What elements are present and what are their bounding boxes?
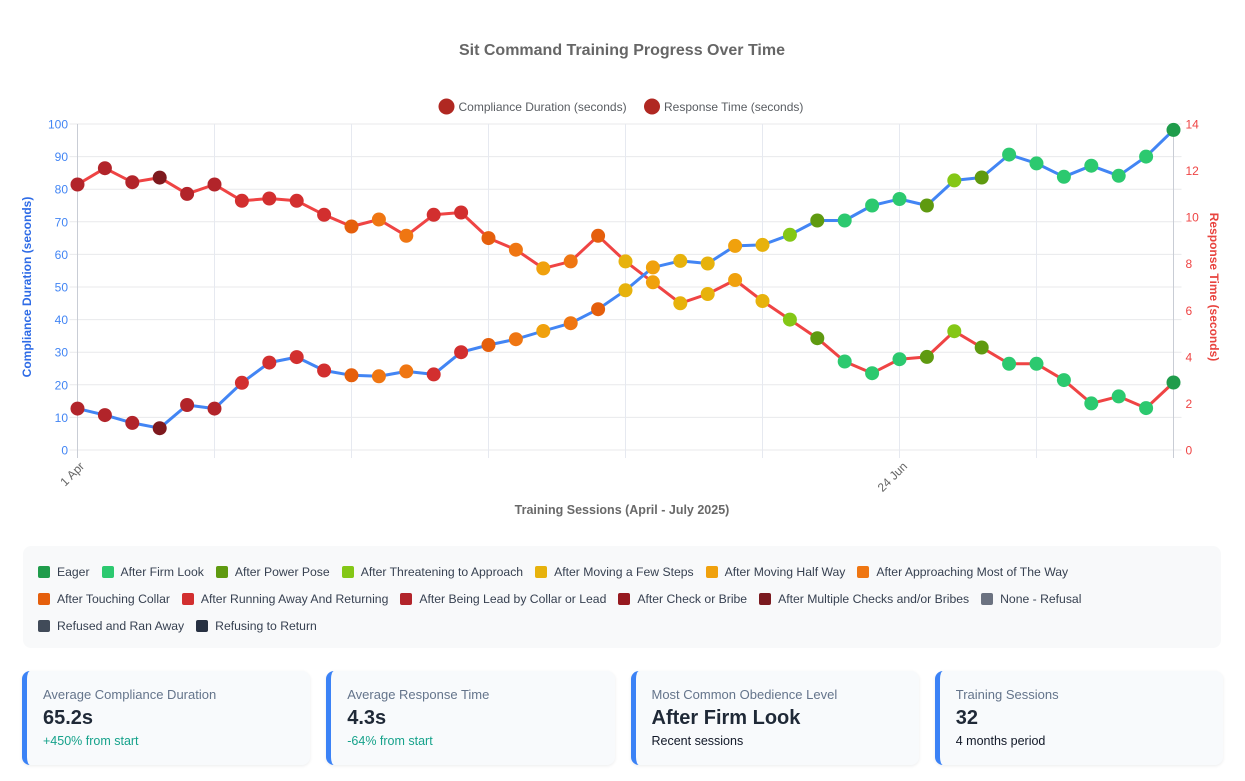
svg-text:40: 40 (55, 313, 69, 327)
svg-text:Response Time (seconds): Response Time (seconds) (664, 100, 803, 114)
svg-text:24 Jun: 24 Jun (875, 459, 910, 494)
svg-text:30: 30 (55, 346, 69, 360)
svg-text:8: 8 (1186, 257, 1193, 271)
svg-text:80: 80 (55, 183, 69, 197)
svg-text:Sit Command Training Progress: Sit Command Training Progress Over Time (459, 42, 785, 59)
svg-text:100: 100 (48, 118, 68, 132)
svg-text:12: 12 (1186, 164, 1200, 178)
svg-text:6: 6 (1186, 304, 1193, 318)
svg-text:4: 4 (1186, 350, 1193, 364)
svg-text:Compliance Duration (seconds): Compliance Duration (seconds) (20, 197, 34, 378)
svg-text:60: 60 (55, 248, 69, 262)
svg-text:70: 70 (55, 215, 69, 229)
svg-text:14: 14 (1186, 118, 1200, 132)
svg-text:2: 2 (1186, 397, 1193, 411)
svg-text:90: 90 (55, 150, 69, 164)
svg-text:0: 0 (61, 444, 68, 458)
svg-text:10: 10 (1186, 211, 1200, 225)
svg-text:0: 0 (1186, 444, 1193, 458)
svg-text:Training Sessions (April - Jul: Training Sessions (April - July 2025) (515, 503, 730, 517)
svg-text:50: 50 (55, 281, 69, 295)
svg-text:Response Time (seconds): Response Time (seconds) (1207, 213, 1221, 362)
svg-text:Compliance Duration (seconds): Compliance Duration (seconds) (459, 100, 627, 114)
svg-text:1 Apr: 1 Apr (57, 459, 87, 489)
svg-text:10: 10 (55, 411, 69, 425)
svg-text:20: 20 (55, 378, 69, 392)
